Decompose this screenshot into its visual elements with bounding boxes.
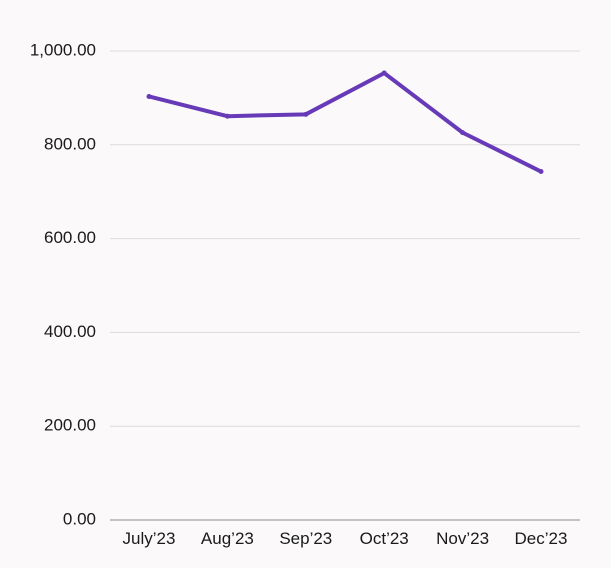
series-line	[147, 71, 543, 174]
x-tick-label: Nov’23	[436, 529, 489, 548]
gridlines	[110, 50, 580, 521]
data-point	[224, 113, 230, 119]
y-axis: 0.00 200.00 400.00 600.00 800.00 1,000.00	[30, 40, 96, 528]
y-tick-label: 200.00	[44, 416, 96, 435]
data-point	[460, 130, 466, 136]
y-tick-label: 600.00	[44, 228, 96, 247]
x-axis: July’23 Aug’23 Sep’23 Oct’23 Nov’23 Dec’23	[123, 529, 568, 548]
x-tick-label: Sep’23	[279, 529, 332, 548]
x-tick-label: Oct’23	[360, 529, 409, 548]
data-point	[146, 93, 152, 99]
y-tick-label: 1,000.00	[30, 40, 96, 59]
x-tick-label: July’23	[123, 529, 176, 548]
data-point	[381, 70, 387, 76]
y-tick-label: 400.00	[44, 322, 96, 341]
x-tick-label: Dec’23	[515, 529, 568, 548]
y-tick-label: 800.00	[44, 134, 96, 153]
y-tick-label: 0.00	[63, 509, 96, 528]
data-point	[303, 111, 309, 117]
x-tick-label: Aug’23	[201, 529, 254, 548]
data-point	[538, 169, 544, 175]
series-area	[146, 70, 544, 175]
